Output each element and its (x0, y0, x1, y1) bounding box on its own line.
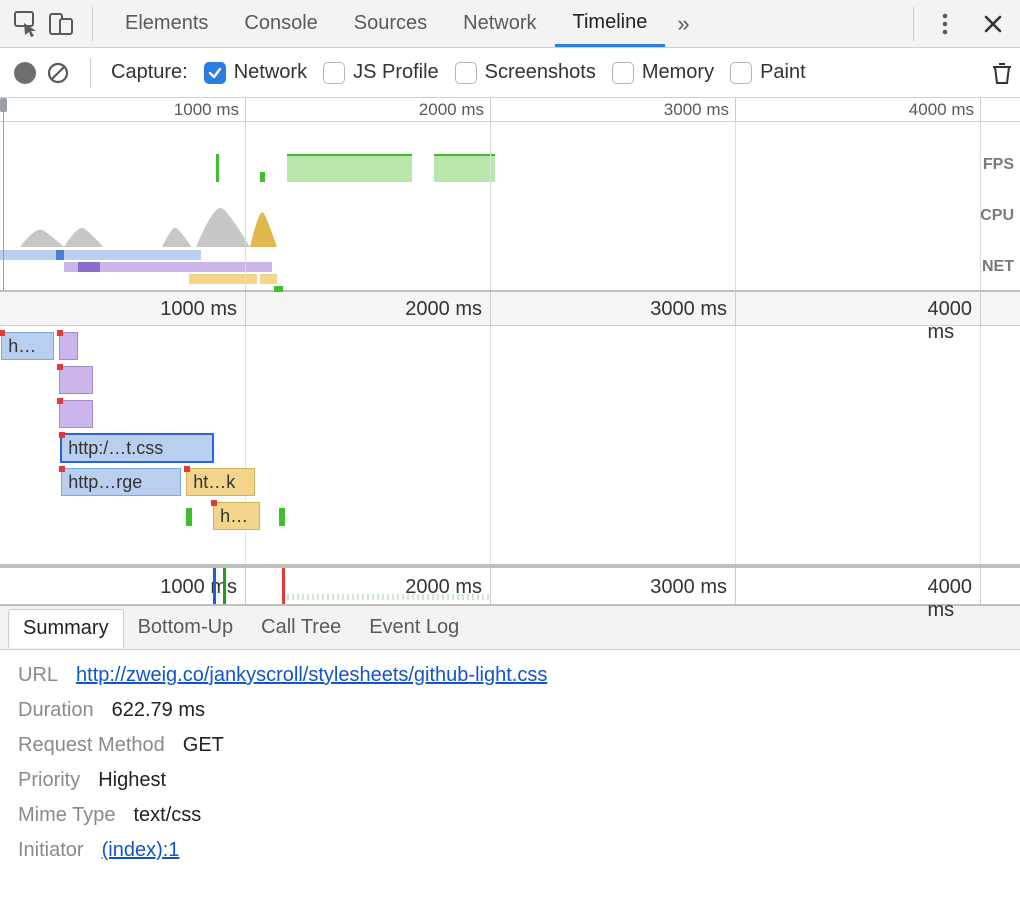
ruler-tick: 3000 ms (664, 100, 735, 120)
timeline-marker[interactable] (213, 568, 216, 604)
marker-ruler[interactable]: 1000 ms2000 ms3000 ms4000 ms (0, 566, 1020, 606)
ruler-tick: 1000 ms (160, 576, 245, 599)
overflow-tabs-icon[interactable]: » (665, 11, 701, 37)
capture-option-memory[interactable]: Memory (612, 61, 714, 84)
capture-option-js-profile[interactable]: JS Profile (323, 61, 439, 84)
capture-label: Capture: (111, 61, 188, 84)
overview-ruler[interactable]: 1000 ms 2000 ms 3000 ms 4000 ms (0, 98, 1020, 122)
tab-network[interactable]: Network (445, 0, 554, 47)
summary-value: 622.79 ms (112, 699, 205, 722)
panel-tabs: ElementsConsoleSourcesNetworkTimeline (107, 0, 665, 47)
summary-row: Request Method GET (18, 734, 1002, 757)
network-entry[interactable] (186, 508, 192, 526)
detail-tab-event-log[interactable]: Event Log (355, 609, 473, 646)
flame-ruler[interactable]: 1000 ms2000 ms3000 ms4000 ms (0, 292, 1020, 326)
summary-key: URL (18, 664, 58, 687)
frame-dashes (287, 594, 495, 600)
entry-start-marker (184, 466, 190, 472)
timeline-marker[interactable] (223, 568, 226, 604)
network-entry[interactable] (59, 400, 93, 428)
flame-chart[interactable]: h… http:/…t.css http…rgeht…k h… (0, 326, 1020, 566)
timeline-overview[interactable]: FPS CPU NET (0, 122, 1020, 292)
detail-tabs: SummaryBottom-UpCall TreeEvent Log (0, 606, 1020, 650)
network-entry[interactable]: http:/…t.css (61, 434, 213, 462)
devtools-tabbar: ElementsConsoleSourcesNetworkTimeline » (0, 0, 1020, 48)
ruler-tick: 4000 ms (928, 576, 981, 622)
ruler-tick: 3000 ms (650, 298, 735, 321)
entry-start-marker (59, 466, 65, 472)
summary-value: text/css (133, 804, 201, 827)
tab-sources[interactable]: Sources (336, 0, 445, 47)
record-button[interactable] (14, 62, 36, 84)
summary-key: Priority (18, 769, 80, 792)
network-entry[interactable]: http…rge (61, 468, 181, 496)
overview-label-cpu: CPU (980, 207, 1014, 225)
ruler-tick: 1000 ms (160, 298, 245, 321)
summary-value: Highest (98, 769, 166, 792)
detail-tab-call-tree[interactable]: Call Tree (247, 609, 355, 646)
summary-row: Initiator (index):1 (18, 839, 1002, 862)
network-entry[interactable] (59, 332, 79, 360)
entry-start-marker (59, 432, 65, 438)
summary-key: Duration (18, 699, 94, 722)
capture-option-network[interactable]: Network (204, 61, 307, 84)
ruler-tick: 4000 ms (909, 100, 980, 120)
overview-label-fps: FPS (983, 156, 1014, 174)
entry-start-marker (211, 500, 217, 506)
summary-link[interactable]: (index):1 (102, 839, 180, 862)
summary-value: GET (183, 734, 224, 757)
entry-start-marker (57, 330, 63, 336)
network-entry[interactable]: h… (213, 502, 260, 530)
tab-timeline[interactable]: Timeline (555, 0, 666, 47)
ruler-tick: 2000 ms (405, 298, 490, 321)
summary-row: Priority Highest (18, 769, 1002, 792)
summary-row: Duration 622.79 ms (18, 699, 1002, 722)
summary-key: Initiator (18, 839, 84, 862)
timeline-marker[interactable] (282, 568, 285, 604)
separator (913, 7, 914, 41)
tab-console[interactable]: Console (226, 0, 335, 47)
overview-selection-handle[interactable] (0, 98, 7, 290)
entry-start-marker (57, 364, 63, 370)
inspect-element-icon[interactable] (10, 7, 44, 41)
summary-key: Request Method (18, 734, 165, 757)
capture-option-screenshots[interactable]: Screenshots (455, 61, 596, 84)
separator (92, 7, 93, 41)
detail-tab-bottom-up[interactable]: Bottom-Up (124, 609, 248, 646)
entry-start-marker (0, 330, 5, 336)
tab-elements[interactable]: Elements (107, 0, 226, 47)
summary-link[interactable]: http://zweig.co/jankyscroll/stylesheets/… (76, 664, 547, 687)
capture-option-paint[interactable]: Paint (730, 61, 806, 84)
network-entry[interactable]: h… (1, 332, 54, 360)
summary-row: URL http://zweig.co/jankyscroll/styleshee… (18, 664, 1002, 687)
overview-label-net: NET (982, 258, 1014, 276)
device-toggle-icon[interactable] (44, 7, 78, 41)
summary-key: Mime Type (18, 804, 115, 827)
trash-icon[interactable] (992, 61, 1012, 85)
network-entry[interactable] (279, 508, 285, 526)
ruler-tick: 3000 ms (650, 576, 735, 599)
entry-start-marker (57, 398, 63, 404)
network-entry[interactable]: ht…k (186, 468, 255, 496)
clear-button[interactable] (46, 61, 70, 85)
close-icon[interactable] (976, 7, 1010, 41)
capture-toolbar: Capture: Network JS Profile Screenshots Mem… (0, 48, 1020, 98)
summary-panel: URL http://zweig.co/jankyscroll/styleshee… (0, 650, 1020, 888)
detail-tab-summary[interactable]: Summary (8, 609, 124, 648)
network-entry[interactable] (59, 366, 93, 394)
kebab-menu-icon[interactable] (928, 7, 962, 41)
summary-row: Mime Type text/css (18, 804, 1002, 827)
ruler-tick: 2000 ms (419, 100, 490, 120)
ruler-tick: 1000 ms (174, 100, 245, 120)
